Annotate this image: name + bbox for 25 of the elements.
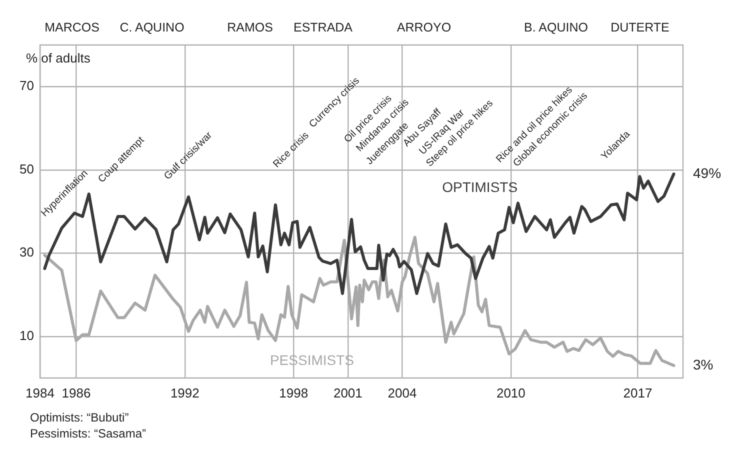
text: C. AQUINO: [120, 20, 185, 34]
y-tick-label: 30: [20, 244, 34, 260]
series-label: OPTIMISTS: [442, 179, 518, 196]
x-tick-label: 2010: [496, 385, 526, 400]
annotation: 49%: [693, 164, 722, 181]
text: ARROYO: [396, 20, 452, 34]
text: B. AQUINO: [524, 20, 588, 34]
text: DUTERTE: [610, 20, 670, 34]
x-tick-label: 2017: [623, 385, 652, 400]
y-tick-label: 50: [20, 161, 34, 176]
y-axis-title: % of adults: [26, 50, 91, 66]
text: Pessimists: “Sasama”: [30, 426, 146, 440]
x-tick-label: 2001: [333, 385, 362, 400]
text: RAMOS: [227, 20, 273, 34]
x-tick-label: 1992: [170, 385, 200, 400]
text: Optimists: “Bubuti”: [30, 410, 129, 424]
x-tick-label: 1998: [279, 385, 308, 400]
y-tick-label: 70: [20, 78, 34, 94]
text: ESTRADA: [293, 20, 354, 34]
annotation: 3%: [693, 356, 714, 372]
x-tick-label: 1986: [62, 385, 91, 400]
text: MARCOS: [44, 20, 100, 34]
x-tick-label: 2004: [388, 385, 417, 400]
x-tick-label: 1984: [26, 385, 54, 400]
y-tick-label: 10: [20, 328, 34, 343]
